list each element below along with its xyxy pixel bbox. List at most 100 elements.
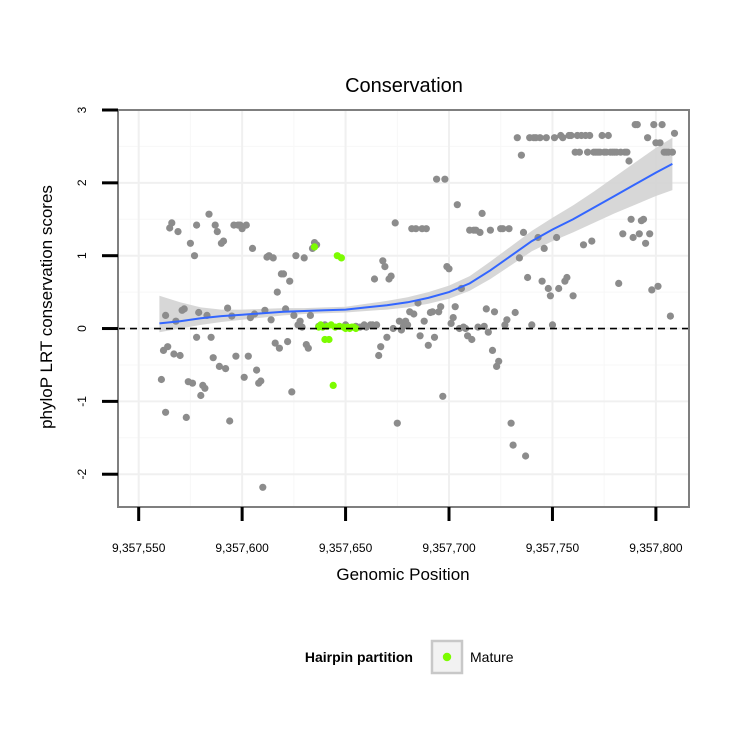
point-other	[304, 344, 312, 352]
point-other	[468, 335, 476, 344]
point-other	[536, 134, 544, 142]
point-other	[482, 305, 490, 313]
y-tick-label: 0	[75, 325, 89, 332]
panel-border	[117, 109, 690, 508]
x-tick-label: 9,357,800	[629, 541, 683, 555]
x-axis-title: Genomic Position	[336, 565, 469, 584]
point-other	[377, 343, 385, 351]
point-other	[391, 219, 399, 227]
point-other	[604, 131, 612, 140]
point-other	[219, 237, 228, 245]
point-other	[646, 230, 654, 238]
point-other	[486, 226, 494, 234]
point-other	[586, 131, 594, 140]
point-other	[232, 352, 240, 360]
point-other	[186, 239, 194, 247]
point-other	[370, 275, 379, 283]
point-other	[650, 121, 658, 129]
x-tick-label: 9,357,700	[422, 541, 476, 555]
point-other	[168, 219, 176, 227]
point-other	[488, 346, 497, 354]
point-other	[598, 131, 606, 140]
point-other	[430, 333, 439, 341]
point-other	[588, 237, 596, 245]
point-other	[451, 303, 459, 311]
point-other	[422, 225, 430, 233]
point-other	[213, 228, 221, 236]
x-tick-label: 9,357,750	[526, 541, 580, 555]
point-mature	[352, 324, 360, 333]
point-other	[248, 244, 257, 252]
point-other	[188, 379, 197, 387]
plot-area: 9,357,550 9,357,600 9,357,650 9,357,700 9,35…	[75, 106, 690, 555]
y-tick-label: 2	[75, 179, 89, 186]
point-other	[528, 321, 536, 329]
point-other	[215, 362, 223, 370]
legend-label-mature: Mature	[470, 649, 514, 665]
point-other	[449, 314, 457, 322]
point-other	[478, 209, 486, 217]
x-tick-label: 9,357,600	[215, 541, 269, 555]
point-other	[447, 319, 455, 327]
point-other	[553, 233, 561, 242]
point-other	[540, 244, 548, 252]
point-other	[253, 366, 261, 374]
point-other	[271, 339, 279, 347]
point-other	[542, 134, 550, 142]
y-axis-title: phyloP LRT conservation scores	[37, 185, 56, 429]
point-other	[428, 308, 437, 316]
point-other	[174, 228, 182, 236]
y-tick-label: -2	[75, 469, 89, 480]
point-other	[579, 241, 588, 249]
legend-key-box	[430, 639, 464, 675]
point-other	[288, 388, 296, 396]
point-other	[509, 441, 517, 449]
point-other	[658, 121, 666, 129]
point-other	[379, 257, 387, 265]
point-other	[424, 341, 432, 349]
point-other	[273, 288, 281, 296]
point-other	[290, 311, 298, 319]
point-other	[569, 292, 577, 300]
point-other	[635, 230, 643, 238]
point-other	[642, 239, 650, 247]
point-other	[259, 483, 267, 491]
point-other	[513, 134, 521, 142]
point-other	[462, 324, 470, 333]
point-other	[559, 134, 567, 142]
point-other	[619, 230, 627, 238]
point-other	[300, 254, 308, 262]
y-tick-label: 3	[75, 106, 89, 113]
point-other	[292, 252, 300, 260]
point-other	[474, 323, 482, 331]
point-other	[550, 134, 559, 142]
point-other	[476, 228, 484, 236]
point-other	[503, 316, 511, 324]
x-tick-label: 9,357,650	[319, 541, 373, 555]
point-other	[644, 134, 652, 142]
point-other	[393, 419, 401, 427]
point-other	[195, 308, 203, 317]
point-other	[433, 175, 441, 183]
confidence-band	[159, 137, 673, 333]
point-other	[296, 317, 304, 325]
point-other	[490, 308, 499, 316]
point-other	[182, 413, 190, 421]
point-mature	[325, 335, 333, 344]
point-other	[625, 157, 633, 165]
point-other	[275, 344, 283, 352]
point-other	[240, 373, 248, 381]
point-other	[623, 148, 631, 156]
point-other	[670, 129, 679, 137]
point-other	[269, 254, 277, 262]
point-other	[209, 354, 217, 362]
point-other	[439, 392, 447, 400]
point-other	[505, 225, 513, 233]
point-other	[286, 277, 294, 285]
point-other	[416, 332, 424, 340]
point-other	[375, 351, 383, 360]
point-other	[157, 375, 165, 384]
point-other	[437, 303, 445, 311]
point-other	[654, 282, 662, 290]
